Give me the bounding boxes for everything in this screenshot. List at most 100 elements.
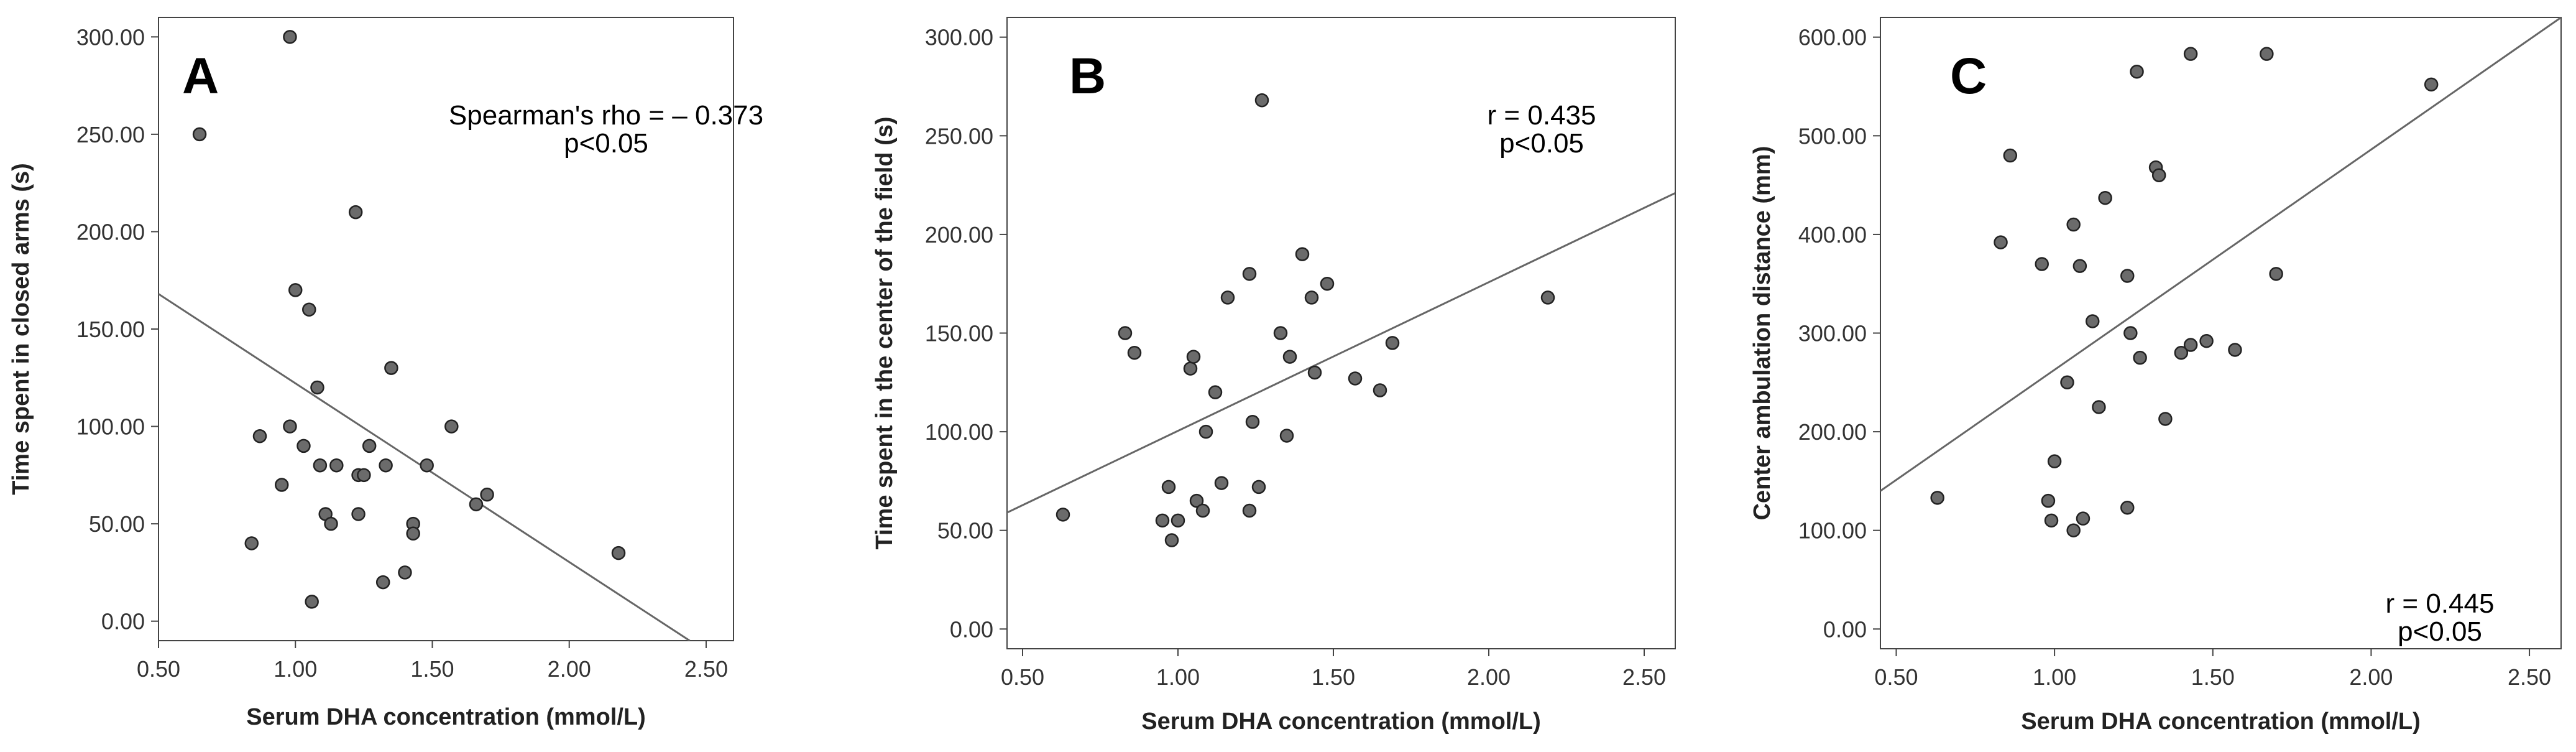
y-tick-label: 250.00 — [925, 123, 993, 149]
data-point — [1373, 383, 1387, 397]
stat-annotation: p<0.05 — [564, 128, 648, 159]
data-point — [274, 478, 289, 492]
fit-line — [1007, 192, 1675, 514]
data-point — [2092, 400, 2106, 414]
data-point — [2183, 338, 2198, 352]
data-point — [329, 458, 344, 473]
data-point — [305, 595, 319, 609]
stat-annotation: p<0.05 — [1499, 128, 1584, 159]
data-point — [2066, 217, 2081, 232]
data-point — [283, 419, 297, 434]
x-tick-label: 2.50 — [1622, 664, 1666, 690]
y-tick-label: 600.00 — [1798, 25, 1867, 50]
y-tick-label: 500.00 — [1798, 123, 1867, 149]
x-tick-label: 1.50 — [1312, 664, 1355, 690]
data-point — [302, 302, 316, 317]
data-point — [1127, 345, 1142, 360]
data-point — [2123, 326, 2138, 340]
y-axis-label: Center ambulation distance (mm) — [1749, 146, 1775, 521]
data-point — [313, 458, 328, 473]
data-point — [244, 536, 259, 550]
plot-frame — [158, 17, 734, 641]
x-tick-label: 1.00 — [274, 656, 317, 682]
y-tick-label: 0.00 — [101, 609, 145, 634]
data-point — [2133, 350, 2147, 365]
y-tick-label: 0.00 — [950, 616, 993, 642]
data-point — [2130, 64, 2144, 79]
y-axis-label: Time spent in closed arms (s) — [8, 163, 34, 495]
x-axis-label: Serum DHA concentration (mmol/L) — [2021, 708, 2421, 735]
data-point — [2120, 269, 2135, 283]
data-point — [1307, 365, 1322, 380]
data-point — [1251, 480, 1266, 494]
data-point — [1242, 503, 1257, 518]
y-tick-label: 300.00 — [1798, 321, 1867, 346]
data-point — [1282, 350, 1297, 364]
y-tick-label: 200.00 — [1798, 419, 1867, 445]
data-point — [1189, 493, 1204, 508]
panel-a: 0.00 50.00 100.00 150.00 200.00 250.00 300.00 0… — [8, 17, 763, 730]
data-point — [444, 419, 459, 434]
data-point — [1161, 480, 1176, 494]
x-tick-label: 2.50 — [684, 656, 728, 682]
data-point — [2151, 168, 2166, 182]
y-tick-label: 300.00 — [925, 25, 993, 50]
data-point — [1245, 414, 1260, 429]
x-tick-label: 1.50 — [2191, 664, 2235, 690]
x-tick-label: 1.00 — [1156, 664, 1200, 690]
data-point — [1279, 429, 1294, 443]
y-tick-label: 150.00 — [925, 321, 993, 346]
data-point — [2060, 375, 2074, 390]
data-point — [1186, 350, 1201, 364]
y-axis-label: Time spent in the center of the field (s… — [872, 116, 898, 549]
y-tick-label: 50.00 — [937, 518, 993, 544]
y-tick-label: 200.00 — [925, 222, 993, 248]
x-axis-label: Serum DHA concentration (mmol/L) — [1141, 708, 1541, 735]
data-point — [2199, 333, 2214, 348]
x-tick-label: 2.00 — [548, 656, 591, 682]
data-point — [1198, 424, 1213, 439]
x-tick-label: 2.00 — [2349, 664, 2393, 690]
data-point — [2003, 148, 2018, 163]
data-point — [420, 458, 434, 473]
y-tick-label: 100.00 — [1798, 518, 1867, 544]
x-tick-label: 1.50 — [410, 656, 454, 682]
data-point — [379, 458, 393, 473]
data-point — [1273, 326, 1288, 340]
data-point — [2041, 493, 2056, 508]
panel-label: C — [1950, 48, 1987, 104]
x-axis-label: Serum DHA concentration (mmol/L) — [246, 704, 646, 730]
data-point — [1164, 533, 1179, 547]
y-tick-label: 0.00 — [1823, 616, 1867, 642]
y-tick-label: 50.00 — [89, 511, 145, 537]
data-point — [351, 507, 366, 521]
x-tick-label: 1.00 — [2033, 664, 2076, 690]
fit-line — [1880, 17, 2561, 492]
data-point — [1171, 513, 1185, 528]
data-point — [1118, 326, 1133, 340]
panel-label: B — [1069, 48, 1106, 104]
data-point — [1214, 476, 1229, 490]
data-point — [2035, 257, 2049, 271]
data-point — [1220, 290, 1235, 305]
data-point — [348, 205, 363, 220]
data-point — [406, 526, 420, 541]
panel-b: 0.00 50.00 100.00 150.00 200.00 250.00 300.00 0… — [872, 17, 1676, 735]
data-point — [2047, 454, 2062, 468]
data-point — [2098, 190, 2112, 205]
data-point — [480, 487, 494, 502]
data-point — [2085, 314, 2100, 328]
data-point — [1195, 503, 1210, 518]
data-point — [469, 497, 484, 512]
plot-frame — [1880, 17, 2562, 649]
data-point — [2120, 500, 2135, 515]
y-tick-label: 150.00 — [76, 317, 145, 342]
data-point — [1242, 267, 1257, 281]
data-point — [1056, 508, 1070, 522]
data-point — [1155, 513, 1170, 528]
data-point — [1930, 491, 1944, 505]
y-tick-label: 200.00 — [76, 219, 145, 244]
data-point — [324, 516, 338, 531]
data-point — [1304, 290, 1319, 305]
data-point — [2228, 343, 2242, 357]
